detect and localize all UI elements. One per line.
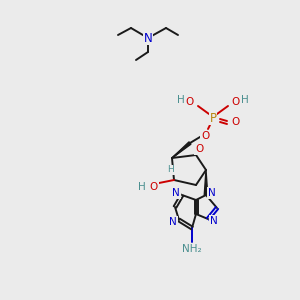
Text: H: H xyxy=(177,95,185,105)
Text: N: N xyxy=(169,217,177,227)
Polygon shape xyxy=(172,142,191,158)
Text: N: N xyxy=(208,188,216,198)
Text: N: N xyxy=(210,216,218,226)
Polygon shape xyxy=(204,170,208,195)
Text: N: N xyxy=(172,188,180,198)
Text: O: O xyxy=(195,144,203,154)
Text: NH₂: NH₂ xyxy=(182,244,202,254)
Text: O: O xyxy=(201,131,209,141)
Text: O: O xyxy=(232,97,240,107)
Text: N: N xyxy=(144,32,152,44)
Text: O: O xyxy=(150,182,158,192)
Text: H: H xyxy=(138,182,146,192)
Text: O: O xyxy=(186,97,194,107)
Text: P: P xyxy=(209,112,217,124)
Text: H: H xyxy=(168,166,174,175)
Text: H: H xyxy=(241,95,249,105)
Text: O: O xyxy=(232,117,240,127)
